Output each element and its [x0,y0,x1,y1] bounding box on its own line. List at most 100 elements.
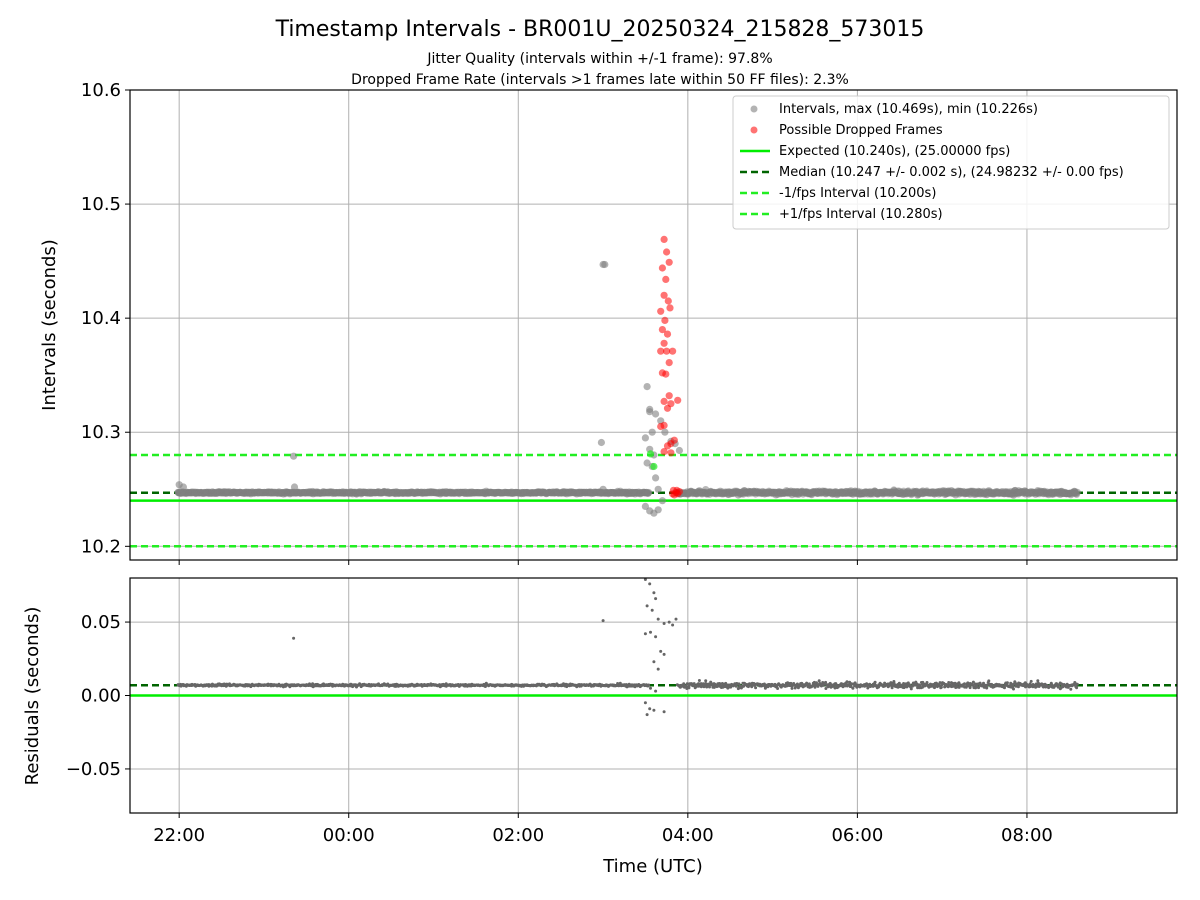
interval-point [648,428,656,436]
residual-point [1005,681,1009,685]
residual-point [987,679,991,683]
residual-point [1075,686,1079,690]
legend-label-intervals: Intervals, max (10.469s), min (10.226s) [779,102,1038,117]
x-tick-label: 02:00 [492,825,544,846]
intervals-x-ticks [178,560,1028,565]
dropped-frame-point [670,436,678,444]
interval-point [597,438,606,447]
dropped-frame-point [665,392,673,400]
x-tick-label: 00:00 [323,825,375,846]
residual-point [650,608,654,612]
residual-point [659,649,663,653]
residual-point [667,620,671,624]
residual-point [662,710,666,714]
dropped-frame-point [662,370,670,378]
residual-point [649,686,652,690]
dropped-frame-point [660,397,668,405]
x-tick-label: 08:00 [1001,825,1053,846]
interval-point [654,506,662,514]
interval-point [658,497,667,505]
residual-point [643,701,647,705]
legend-label-plus-fps: +1/fps Interval (10.280s) [779,207,943,222]
x-tick-label: 22:00 [153,825,205,846]
intervals-points [174,235,1081,517]
residual-point [845,680,849,684]
residual-point [652,660,656,664]
x-tick-label: 06:00 [831,825,883,846]
legend-label-dropped: Possible Dropped Frames [779,123,943,138]
residual-point [817,679,821,683]
legend-label-minus-fps: -1/fps Interval (10.200s) [779,186,936,201]
residual-point [292,636,296,640]
residual-point [654,635,658,639]
residual-point [652,708,656,712]
interval-point [601,260,609,269]
dropped-frame-point [669,347,677,355]
interval-point [675,446,684,455]
dropped-frame-point [658,264,667,272]
residuals-y-tick-label: −0.05 [66,759,121,780]
residual-point [697,679,701,682]
residuals-y-ticks: −0.05 0.00 0.05 [66,612,130,780]
residuals-y-tick-label: 0.00 [81,686,121,707]
dropped-frame-point [660,339,668,347]
dropped-frame-point [669,490,677,498]
x-tick-label: 04:00 [662,825,714,846]
intervals-y-tick-label: 10.2 [81,536,121,557]
intervals-legend: Intervals, max (10.469s), min (10.226s) … [732,95,1170,230]
interval-point [290,483,299,491]
dropped-frame-point [665,258,673,266]
residuals-panel: −0.05 0.00 0.05 22:00 00:00 02:00 04:00 06:00 0… [22,577,1178,846]
residual-point [674,617,678,621]
residual-point [654,597,658,601]
residual-point [968,686,972,690]
residual-point [648,707,652,711]
residuals-reference-lines [130,683,1177,697]
interval-point [654,485,662,493]
intervals-y-tick-label: 10.4 [81,308,121,329]
dropped-frame-point [664,297,672,305]
interval-point [599,485,607,493]
dropped-frame-point [657,307,665,315]
residual-point [645,713,649,717]
residual-point [1069,687,1073,691]
residual-point [652,591,656,595]
chart-title: Timestamp Intervals - BR001U_20250324_21… [275,17,925,42]
residuals-y-axis-label: Residuals (seconds) [22,607,43,786]
intervals-y-tick-label: 10.5 [81,194,121,215]
dropped-frame-point [667,449,675,457]
residual-point [947,681,951,684]
interval-point [643,383,651,391]
interval-point [1073,488,1081,496]
residual-point [813,685,817,689]
interval-point [652,410,660,418]
interval-point [652,474,660,482]
residual-point [643,632,647,636]
residual-point [601,619,605,623]
residual-point [1075,682,1079,686]
residual-point [851,686,855,690]
legend-marker-intervals [750,105,758,113]
legend-label-expected: Expected (10.240s), (25.00000 fps) [779,144,1010,159]
dropped-frame-point [665,359,673,367]
interval-point [290,452,298,460]
residual-point [1036,679,1040,683]
dropped-frame-point [666,304,674,312]
residual-point [776,687,780,690]
dropped-frame-point [662,275,670,283]
interval-point [179,483,187,491]
legend-label-median: Median (10.247 +/- 0.002 s), (24.98232 +… [779,165,1124,180]
interval-point [641,434,650,442]
dropped-frame-point [663,330,672,338]
dropped-frame-point [661,316,669,324]
dropped-frame-point [674,396,682,404]
residual-point [647,683,651,687]
residual-point [662,622,666,625]
residual-point [645,604,649,608]
dropped-frame-point [660,421,668,429]
residual-point [1012,687,1015,691]
interval-point [645,488,653,497]
residual-point [662,652,666,656]
residual-point [790,686,794,690]
legend-marker-dropped [750,126,758,134]
